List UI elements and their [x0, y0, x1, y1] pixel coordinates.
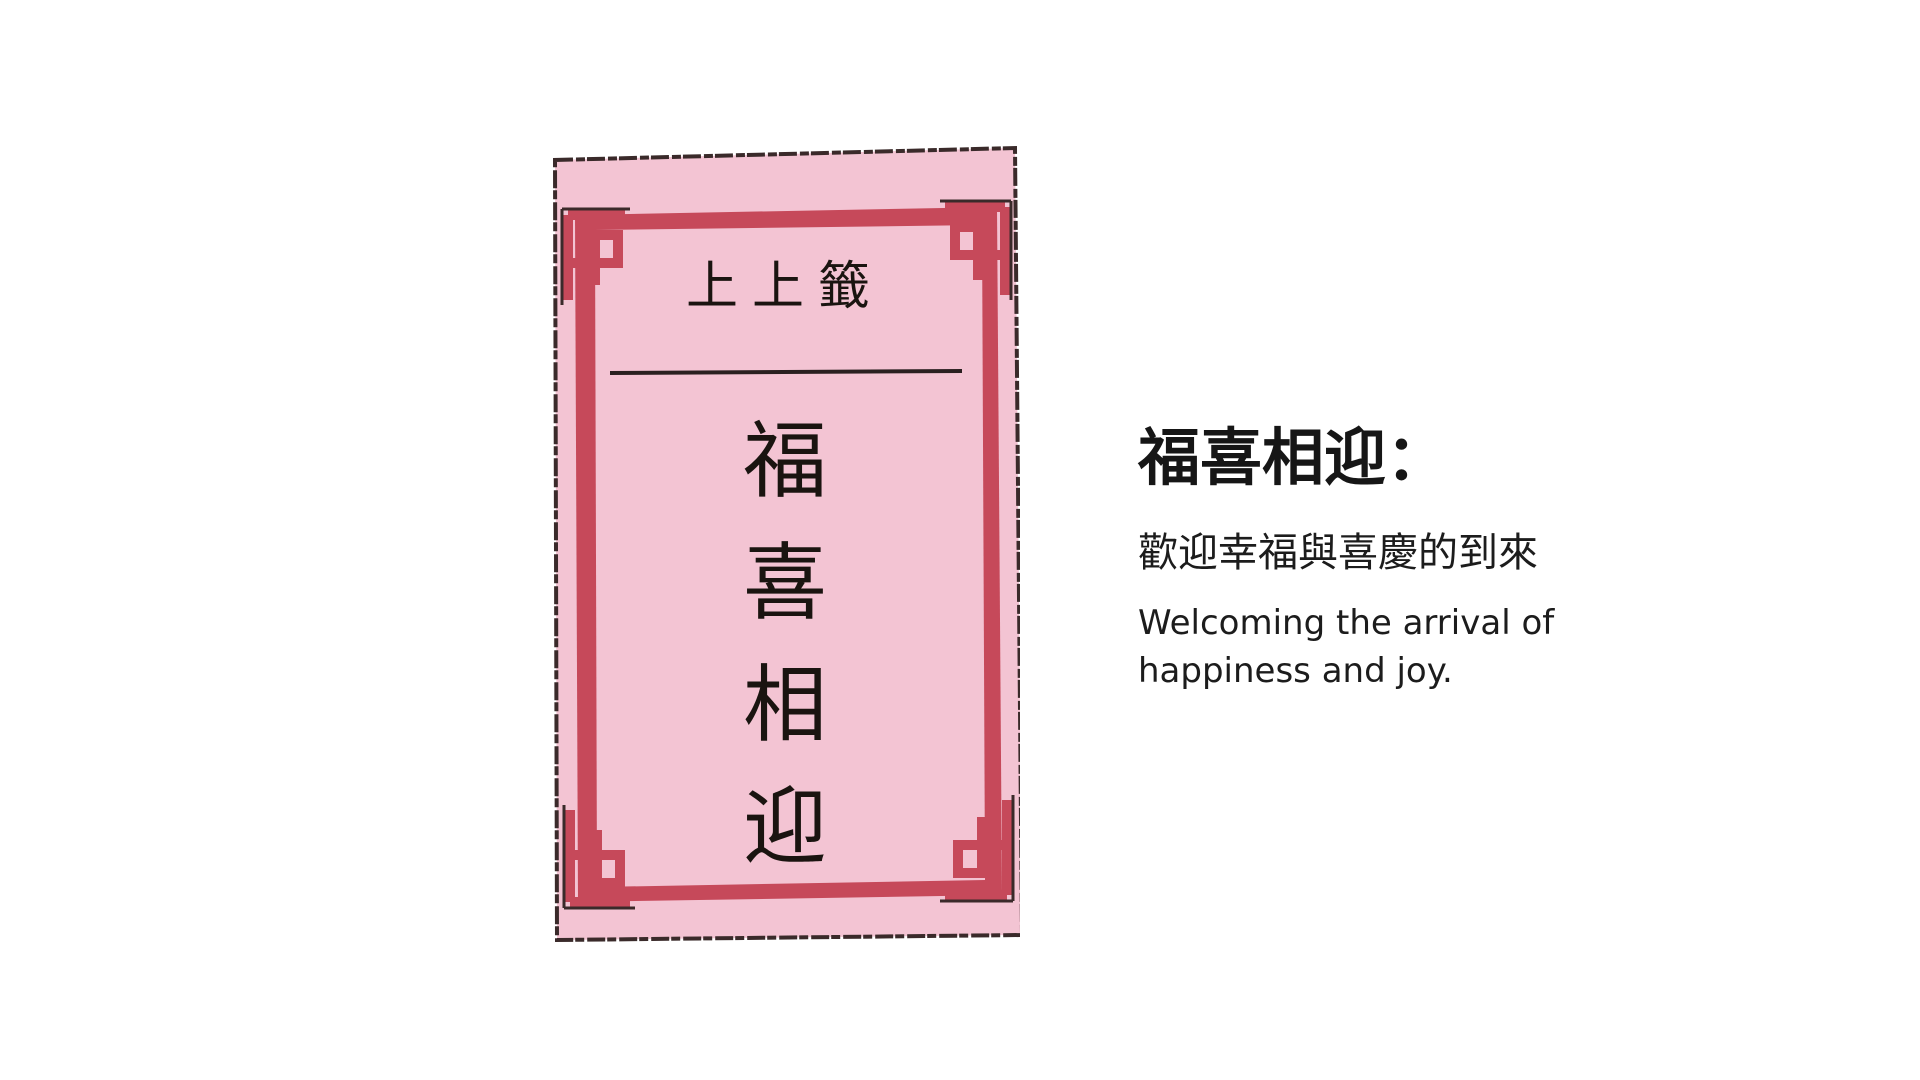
slip-char-1: 福 [742, 412, 827, 510]
fortune-description: 福喜相迎： 歡迎幸福與喜慶的到來 Welcoming the arrival o… [1138, 415, 1838, 695]
corner-ornament-bottom-right [945, 800, 1012, 900]
corner-ornament-top-left [563, 210, 625, 300]
corner-ornament-bottom-left-outline [562, 805, 635, 910]
fortune-chinese-description: 歡迎幸福與喜慶的到來 [1138, 530, 1538, 576]
slip-char-2: 喜 [742, 534, 827, 632]
corner-ornament-bottom-left [565, 810, 630, 907]
slip-header: 上上籤 [685, 257, 884, 317]
fortune-title: 福喜相迎： [1138, 421, 1449, 494]
fortune-english-description: Welcoming the arrival of happiness and j… [1138, 603, 1555, 691]
corner-ornament-top-right [945, 202, 1010, 295]
slip-characters: 福 喜 相 迎 [550, 400, 1020, 888]
corner-ornament-top-right-outline [940, 199, 1013, 300]
corner-ornament-top-left-outline [560, 207, 630, 305]
corner-ornament-bottom-right-outline [940, 795, 1015, 903]
inner-panel [595, 225, 985, 887]
slip-divider [609, 369, 963, 375]
slip-char-4: 迎 [742, 778, 827, 876]
slip-char-3: 相 [742, 656, 827, 754]
fortune-slip: 上上籤 福 喜 相 迎 [550, 145, 1020, 945]
fortune-slip-illustration [552, 145, 1020, 943]
